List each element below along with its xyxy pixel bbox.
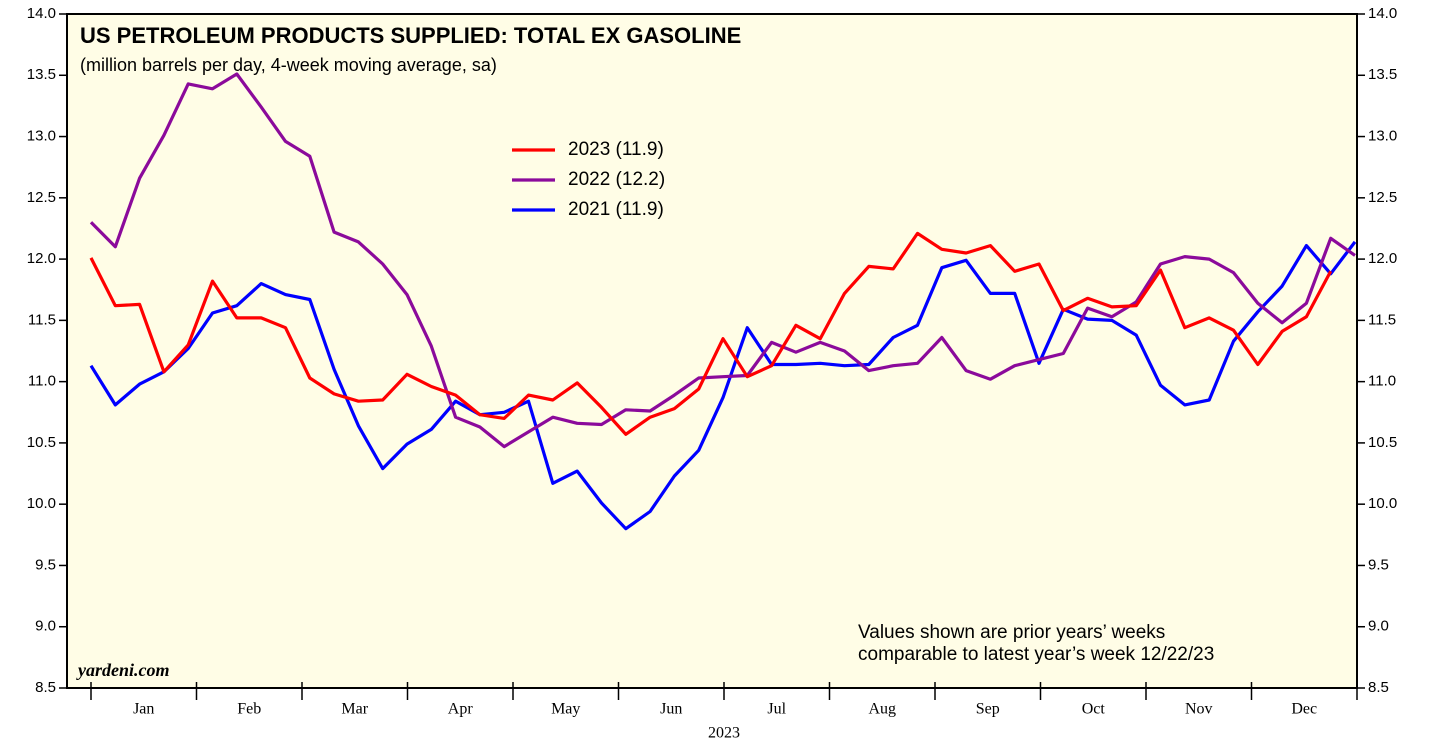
y2-tick-label: 14.0	[1368, 5, 1397, 22]
x-tick-label: Jun	[660, 701, 682, 718]
y2-tick-label: 13.5	[1368, 66, 1397, 83]
y-tick-label: 11.0	[28, 373, 56, 390]
series-line	[89, 231, 1333, 436]
y-tick-label: 9.5	[35, 556, 56, 573]
y-tick-label: 12.0	[27, 250, 56, 267]
x-tick-label: Jan	[133, 701, 154, 718]
y2-tick-label: 8.5	[1368, 679, 1389, 696]
series-line	[89, 72, 1356, 449]
y2-tick-label: 11.0	[1368, 373, 1396, 390]
chart-subtitle: (million barrels per day, 4-week moving …	[80, 55, 497, 75]
y2-tick-label: 12.0	[1368, 250, 1397, 267]
y2-tick-label: 10.0	[1368, 495, 1397, 512]
y-tick-label: 13.5	[27, 66, 56, 83]
legend-label: 2023 (11.9)	[568, 139, 664, 160]
x-tick-label: Sep	[976, 701, 1000, 718]
y2-tick-label: 10.5	[1368, 434, 1397, 451]
annotation: Values shown are prior years’ weeks	[858, 622, 1165, 643]
y2-tick-label: 12.5	[1368, 189, 1397, 206]
x-tick-label: Dec	[1291, 701, 1317, 718]
y-tick-label: 14.0	[27, 5, 56, 22]
y-tick-label: 12.5	[27, 189, 56, 206]
x-tick-label: Nov	[1185, 701, 1213, 718]
chart-title: US PETROLEUM PRODUCTS SUPPLIED: TOTAL EX…	[80, 23, 741, 48]
x-tick-label: Oct	[1082, 701, 1106, 718]
x-tick-label: Feb	[237, 701, 261, 718]
series-line	[89, 240, 1357, 531]
y-tick-label: 11.5	[28, 311, 56, 328]
x-tick-label: Apr	[448, 701, 474, 718]
y-tick-label: 8.5	[35, 679, 56, 696]
y-tick-label: 9.0	[35, 618, 56, 635]
x-tick-label: Mar	[341, 701, 368, 718]
x-axis-label: 2023	[708, 725, 740, 742]
y-tick-label: 10.5	[27, 434, 56, 451]
legend-label: 2021 (11.9)	[568, 199, 664, 220]
legend-label: 2022 (12.2)	[568, 169, 665, 190]
x-tick-label: Aug	[868, 701, 896, 718]
x-tick-label: Jul	[767, 701, 786, 718]
y2-tick-label: 11.5	[1368, 311, 1396, 328]
plot-area	[66, 13, 1358, 689]
y-tick-label: 13.0	[27, 128, 56, 145]
x-tick-label: May	[551, 701, 580, 718]
y-tick-label: 10.0	[27, 495, 56, 512]
annotation: comparable to latest year’s week 12/22/2…	[858, 644, 1214, 665]
y2-tick-label: 13.0	[1368, 128, 1397, 145]
source: yardeni.com	[76, 660, 170, 680]
y2-tick-label: 9.0	[1368, 618, 1389, 635]
y2-tick-label: 9.5	[1368, 556, 1389, 573]
